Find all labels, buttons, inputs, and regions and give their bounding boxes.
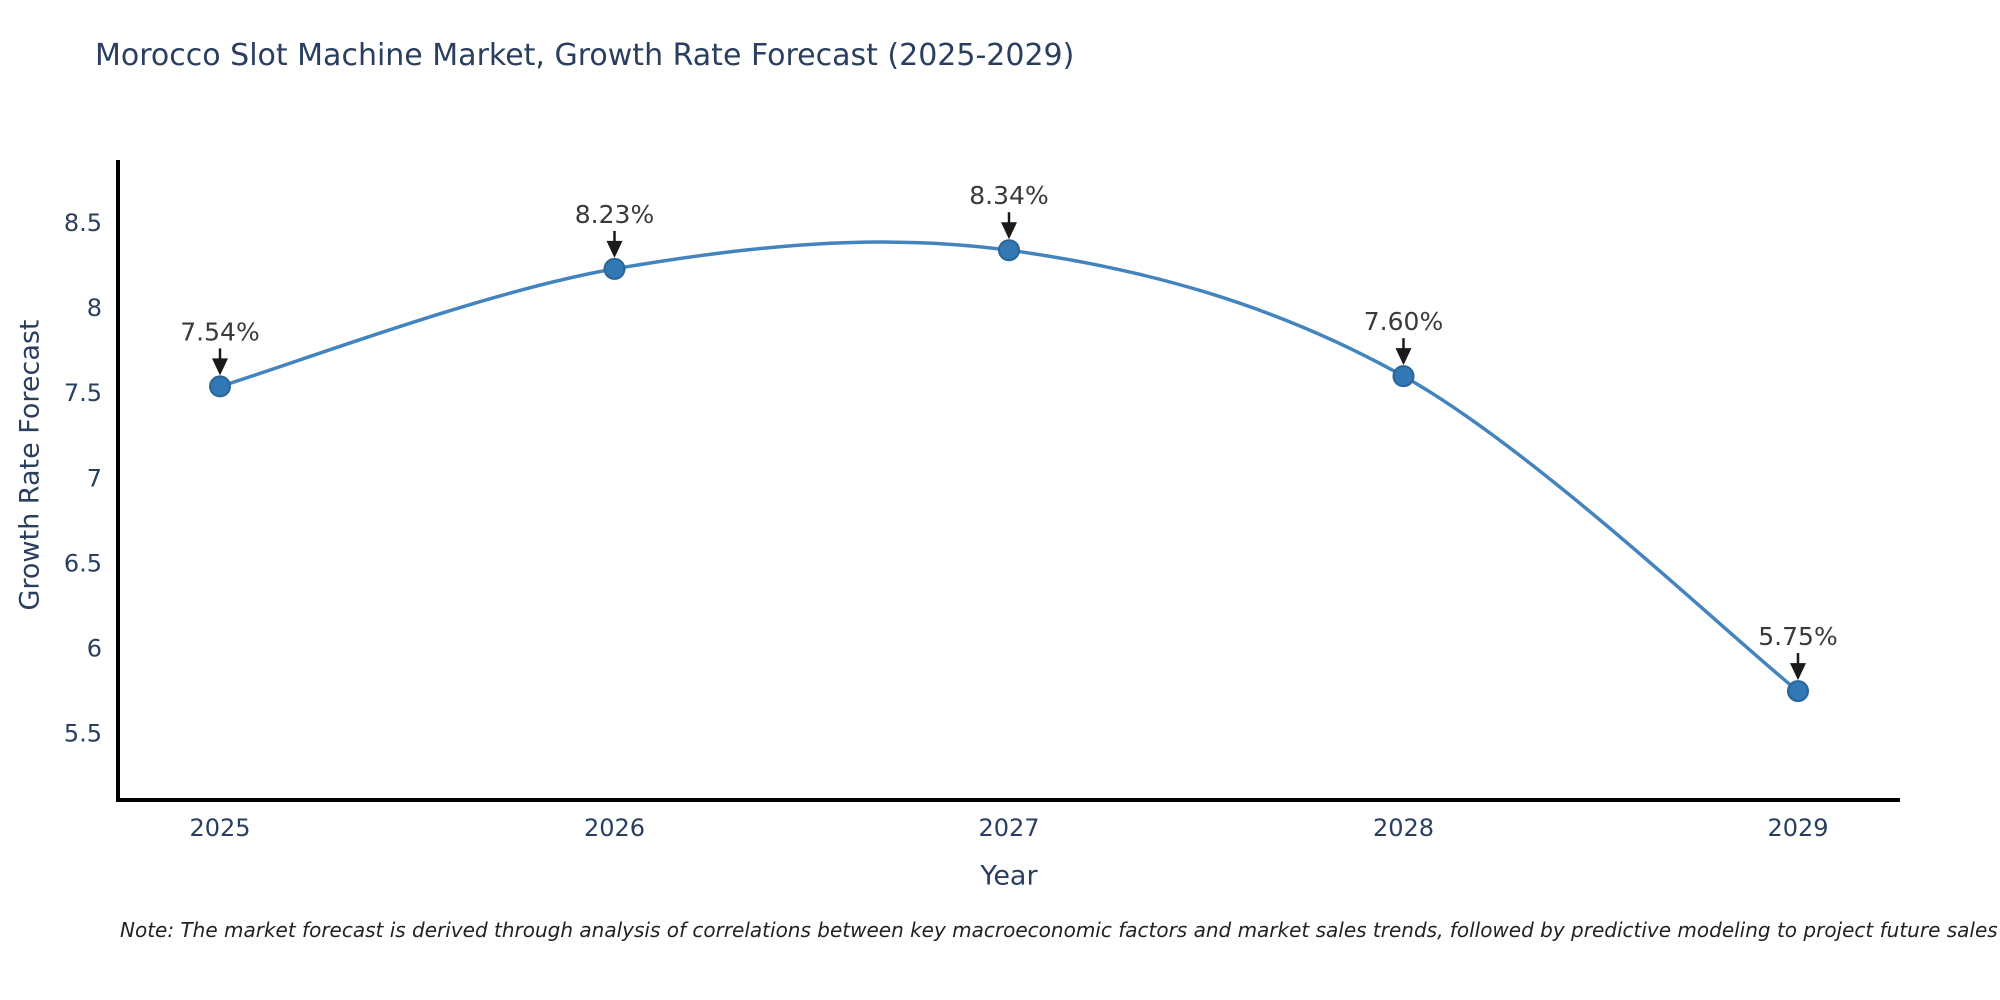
- trend-line: [218, 240, 1800, 693]
- annotation-arrowhead: [1395, 348, 1412, 366]
- footnote: Note: The market forecast is derived thr…: [120, 918, 1998, 942]
- annotation-arrowhead: [1001, 222, 1017, 240]
- y-tick-label: 8: [87, 294, 102, 322]
- annotation-label: 5.75%: [1758, 622, 1837, 651]
- annotation-arrowhead: [212, 358, 228, 376]
- x-tick-label: 2028: [1373, 814, 1434, 842]
- y-tick-label: 7: [87, 464, 102, 492]
- chart-title: Morocco Slot Machine Market, Growth Rate…: [95, 38, 1075, 73]
- y-tick-label: 7.5: [64, 379, 102, 407]
- annotation-label: 8.34%: [969, 181, 1048, 210]
- y-tick-label: 5.5: [64, 720, 102, 748]
- data-point: [603, 257, 626, 280]
- annotation-arrowhead: [1790, 663, 1806, 681]
- x-tick-label: 2026: [584, 814, 645, 842]
- annotation-label: 7.60%: [1364, 307, 1443, 336]
- x-axis-title: Year: [980, 860, 1038, 892]
- data-point: [1787, 680, 1809, 703]
- y-tick-label: 6: [87, 635, 102, 663]
- annotation-label: 7.54%: [180, 317, 259, 346]
- y-tick-label: 6.5: [64, 549, 102, 577]
- data-point: [209, 375, 231, 398]
- data-point: [998, 239, 1020, 262]
- data-point: [1392, 365, 1415, 388]
- y-tick-label: 8.5: [64, 209, 102, 237]
- x-tick-label: 2025: [189, 814, 250, 842]
- x-tick-label: 2029: [1767, 814, 1828, 842]
- annotation-label: 8.23%: [575, 200, 654, 229]
- x-tick-label: 2027: [978, 814, 1039, 842]
- annotation-arrowhead: [606, 240, 623, 258]
